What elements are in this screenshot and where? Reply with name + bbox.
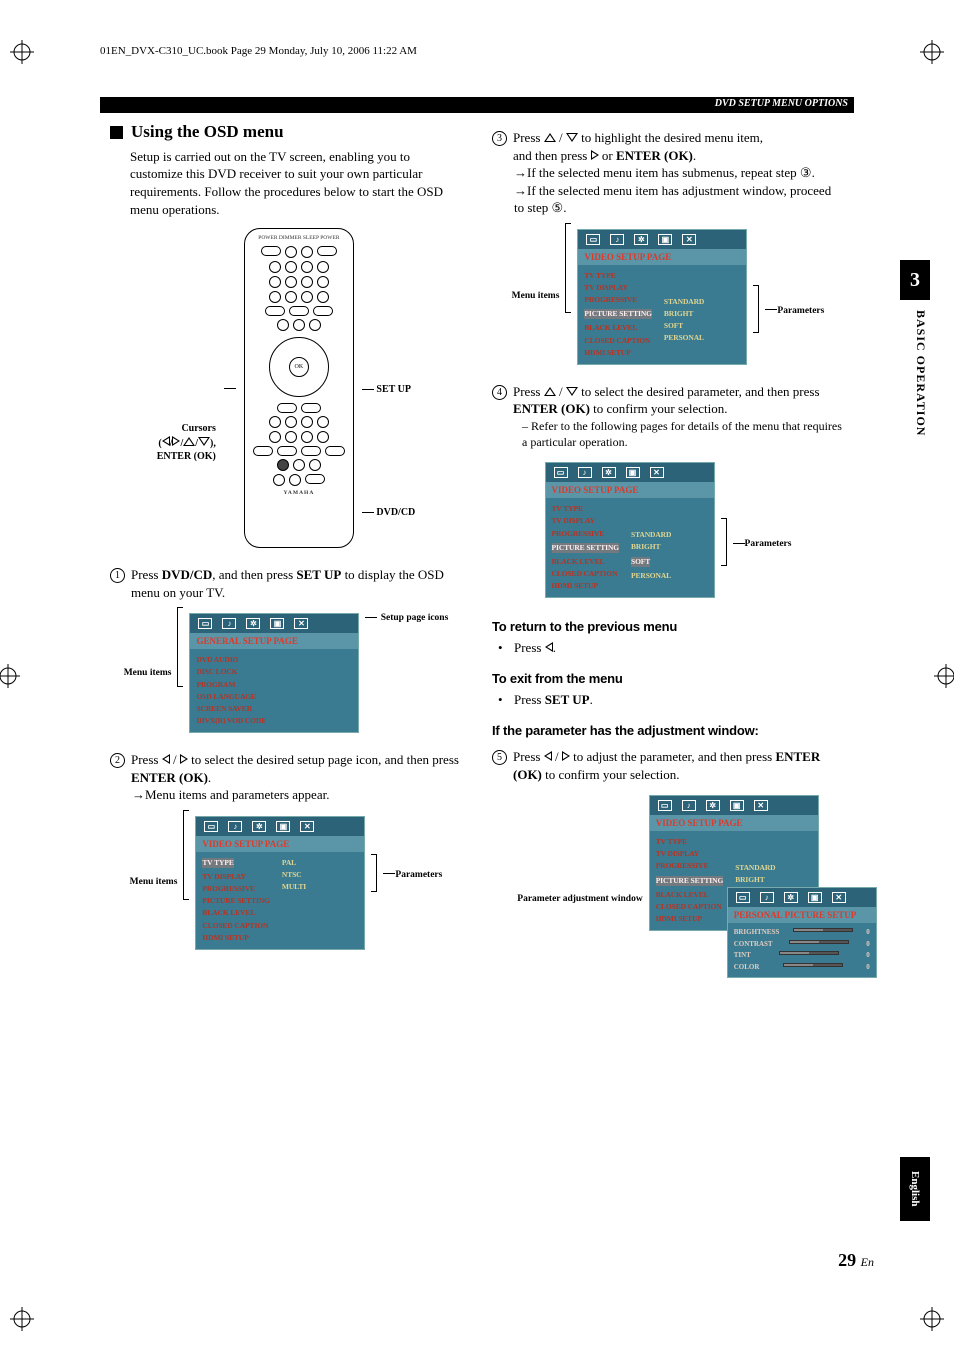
side-section-label: BASIC OPERATION <box>913 310 928 436</box>
section-title-text: Using the OSD menu <box>131 121 284 144</box>
step-4-sub: Refer to the following pages for details… <box>522 419 842 449</box>
right-column: 3 Press / to highlight the desired menu … <box>492 121 844 968</box>
remote-label-dvdcd: DVD/CD <box>376 507 415 518</box>
remote-figure: Cursors (///), ENTER (OK) POWER DIMMER S… <box>110 228 462 548</box>
step-5: 5 Press / to adjust the parameter, and t… <box>492 748 844 783</box>
osd-tab-icon: ▣ <box>270 618 284 629</box>
return-instruction: • Press . <box>492 639 844 657</box>
return-heading: To return to the previous menu <box>492 618 844 636</box>
section-title: Using the OSD menu <box>110 121 462 144</box>
step-number-icon: 2 <box>110 753 125 768</box>
osd-tab-icon: ✕ <box>294 618 308 629</box>
callout-menu-items: Menu items <box>512 290 560 303</box>
callout-parameters: Parameters <box>395 870 442 880</box>
crop-mark-icon <box>10 40 34 64</box>
crop-mark-icon <box>10 1307 34 1331</box>
osd-diagram-video-3: ▭♪✲▣✕ VIDEO SETUP PAGE TV TYPE TV DISPLA… <box>545 462 715 598</box>
osd-items-list: DVD AUDIO DISC LOCK PROGRAM OSD LANGUAGE… <box>196 653 266 728</box>
callout-menu-items: Menu items <box>130 876 178 889</box>
step-number-icon: 1 <box>110 568 125 583</box>
osd-tab-icon: ♪ <box>222 618 236 629</box>
osd-diagram-video-2: ▭♪✲▣✕ VIDEO SETUP PAGE TV TYPE TV DISPLA… <box>577 229 747 365</box>
callout-line <box>224 388 236 389</box>
osd-diagram-general: ▭♪✲▣✕ GENERAL SETUP PAGE DVD AUDIO DISC … <box>189 613 359 733</box>
left-column: Using the OSD menu Setup is carried out … <box>110 121 462 968</box>
remote-label-cursors: Cursors (///), ENTER (OK) <box>157 422 216 464</box>
exit-instruction: • Press SET UP. <box>492 691 844 709</box>
crop-mark-icon <box>920 40 944 64</box>
remote-control-icon: POWER DIMMER SLEEP POWER OK <box>244 228 354 548</box>
section-header-label: DVD SETUP MENU OPTIONS <box>715 98 848 109</box>
exit-heading: To exit from the menu <box>492 670 844 688</box>
callout-parameters: Parameters <box>777 306 824 316</box>
section-header-bar: DVD SETUP MENU OPTIONS <box>100 97 854 113</box>
adjustment-heading: If the parameter has the adjustment wind… <box>492 722 844 740</box>
step-4: 4 Press / to select the desired paramete… <box>492 383 844 418</box>
language-tab: English <box>900 1157 930 1221</box>
step-number-icon: 4 <box>492 385 507 400</box>
callout-parameters: Parameters <box>745 539 792 549</box>
step-3: 3 Press / to highlight the desired menu … <box>492 129 844 164</box>
callout-adjustment: Parameter adjustment window <box>517 893 642 906</box>
step-number-icon: 3 <box>492 131 507 146</box>
osd-tab-icon: ✲ <box>246 618 260 629</box>
intro-paragraph: Setup is carried out on the TV screen, e… <box>110 148 462 218</box>
callout-menu-items: Menu items <box>124 667 172 680</box>
step-2: 2 Press / to select the desired setup pa… <box>110 751 462 786</box>
step-1: 1 Press DVD/CD, and then press SET UP to… <box>110 566 462 601</box>
osd-diagram-video-1: ▭♪✲▣✕ VIDEO SETUP PAGE TV TYPE TV DISPLA… <box>195 816 365 950</box>
step-number-icon: 5 <box>492 750 507 765</box>
crop-mark-icon <box>934 664 954 688</box>
step-3-note-1: If the selected menu item has submenus, … <box>492 164 844 182</box>
step-2-note: Menu items and parameters appear. <box>110 786 462 804</box>
step-3-note-2: If the selected menu item has adjustment… <box>492 182 844 217</box>
remote-label-setup: SET UP <box>376 384 411 395</box>
book-header: 01EN_DVX-C310_UC.book Page 29 Monday, Ju… <box>60 45 894 57</box>
callout-icons: Setup page icons <box>381 613 449 623</box>
chapter-tab: 3 <box>900 260 930 300</box>
square-bullet-icon <box>110 126 123 139</box>
crop-mark-icon <box>920 1307 944 1331</box>
osd-tab-icon: ▭ <box>198 618 212 629</box>
page-number: 29 En <box>838 1250 874 1271</box>
osd-diagram-personal: ▭♪✲▣✕ PERSONAL PICTURE SETUP BRIGHTNESS0… <box>727 887 877 978</box>
crop-mark-icon <box>0 664 20 688</box>
